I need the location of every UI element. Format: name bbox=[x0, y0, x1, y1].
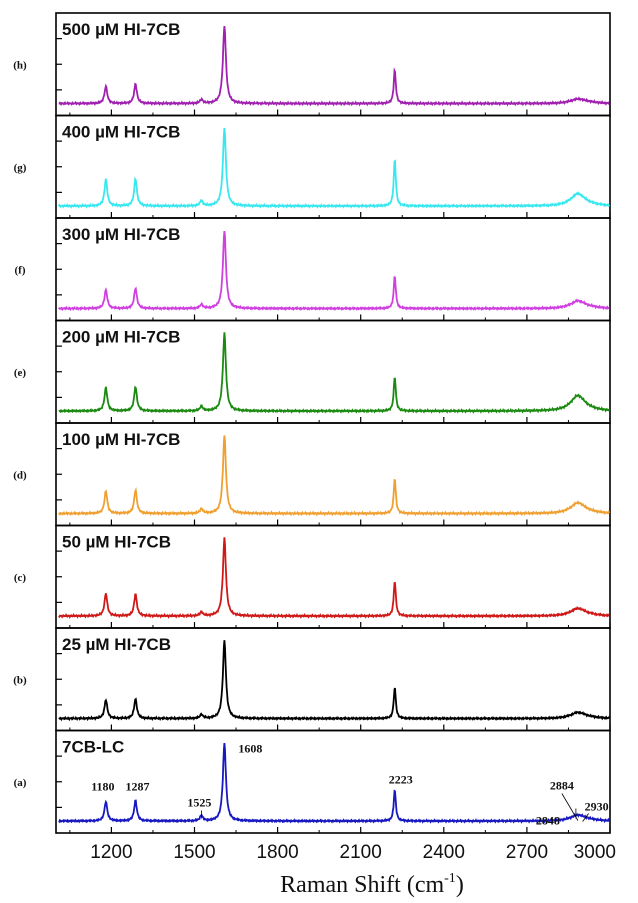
panel-letter: (h) bbox=[13, 59, 27, 71]
panel-title: 50 µM HI-7CB bbox=[62, 533, 171, 552]
x-axis-title: Raman Shift (cm-1) bbox=[280, 871, 464, 898]
spectrum-panel: 500 µM HI-7CB (h) bbox=[13, 12, 611, 117]
peak-label: 1525 bbox=[187, 796, 211, 810]
panel-title: 500 µM HI-7CB bbox=[62, 20, 180, 39]
x-tick-label: 2400 bbox=[423, 842, 465, 863]
peak-label: 2930 bbox=[585, 800, 609, 814]
panel-letter: (a) bbox=[14, 777, 27, 789]
panel-letter: (b) bbox=[13, 674, 27, 686]
spectrum-panel: 200 µM HI-7CB (e) bbox=[14, 319, 611, 424]
annotation-leader bbox=[582, 813, 589, 822]
x-tick-label: 1200 bbox=[90, 842, 132, 863]
spectrum-line bbox=[58, 537, 610, 619]
x-tick-label: 2100 bbox=[340, 842, 382, 863]
peak-label: 1180 bbox=[91, 780, 114, 794]
peak-label: 2884 bbox=[550, 779, 574, 793]
panel-letter: (f) bbox=[15, 264, 26, 276]
panel-letter: (e) bbox=[14, 367, 27, 379]
panel-letter: (c) bbox=[14, 572, 27, 584]
x-tick-label: 1500 bbox=[173, 842, 215, 863]
panel-title: 7CB-LC bbox=[62, 738, 124, 757]
panel-title: 200 µM HI-7CB bbox=[62, 328, 180, 347]
spectrum-line bbox=[58, 435, 611, 517]
spectrum-line bbox=[58, 230, 610, 312]
spectrum-panel: 25 µM HI-7CB (b) bbox=[13, 627, 611, 732]
peak-label: 1608 bbox=[238, 742, 262, 756]
peak-label: 1287 bbox=[125, 780, 149, 794]
panel-title: 400 µM HI-7CB bbox=[62, 123, 180, 142]
panel-title: 100 µM HI-7CB bbox=[62, 430, 180, 449]
peak-label: 2223 bbox=[389, 773, 413, 787]
spectrum-line bbox=[58, 26, 610, 107]
spectrum-panel: 100 µM HI-7CB (d) bbox=[13, 422, 611, 527]
spectrum-panel: 400 µM HI-7CB (g) bbox=[14, 114, 611, 219]
spectrum-panel: 50 µM HI-7CB (c) bbox=[14, 524, 611, 629]
spectrum-line bbox=[58, 640, 611, 722]
x-tick-label: 2700 bbox=[506, 842, 548, 863]
panel-title: 25 µM HI-7CB bbox=[62, 635, 171, 654]
peak-label: 2848 bbox=[536, 814, 560, 828]
spectrum-panel: 7CB-LC (a) bbox=[14, 729, 611, 834]
panel-title: 300 µM HI-7CB bbox=[62, 225, 180, 244]
panel-letter: (g) bbox=[14, 162, 27, 174]
panel-letter: (d) bbox=[13, 469, 27, 481]
spectrum-panel: 300 µM HI-7CB (f) bbox=[15, 217, 611, 322]
spectrum-line bbox=[58, 332, 611, 414]
x-tick-label: 3000 bbox=[574, 842, 616, 863]
spectrum-line bbox=[58, 743, 610, 824]
annotation-leader bbox=[561, 793, 579, 821]
x-tick-label: 1800 bbox=[256, 842, 298, 863]
spectrum-line bbox=[57, 127, 611, 209]
